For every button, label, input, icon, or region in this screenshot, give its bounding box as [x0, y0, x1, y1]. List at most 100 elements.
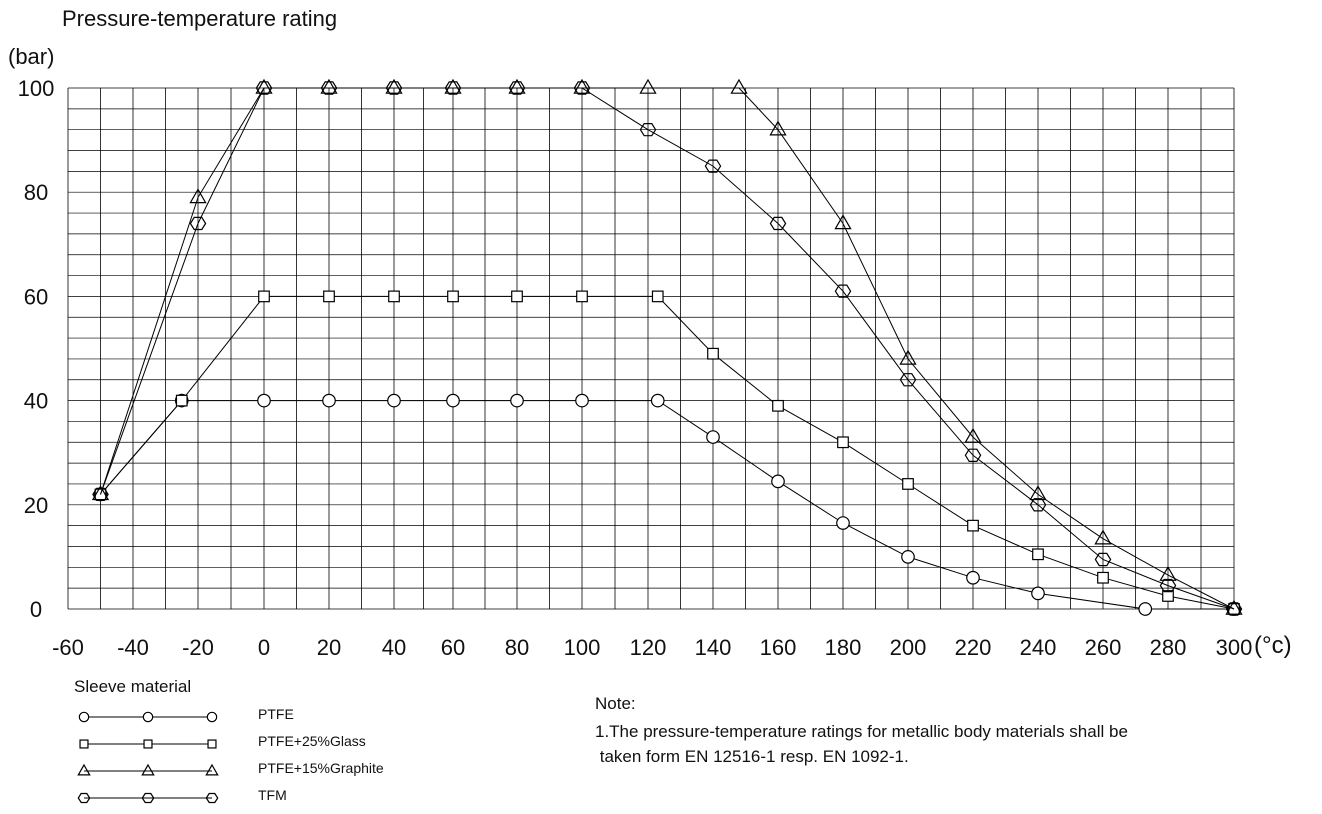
- y-tick-label: 80: [24, 180, 48, 205]
- data-point-3: [573, 81, 591, 95]
- data-point-3: [769, 216, 787, 231]
- data-point-3: [1159, 578, 1177, 593]
- data-point-2: [1094, 529, 1112, 545]
- data-point-3: [1094, 552, 1112, 567]
- x-tick-label: 20: [317, 635, 341, 660]
- chart-title: Pressure-temperature rating: [62, 6, 338, 31]
- data-point-0: [510, 393, 524, 408]
- y-axis-unit: (bar): [8, 44, 55, 69]
- data-point-0: [575, 393, 589, 408]
- data-point-0: [771, 474, 785, 489]
- data-point-1: [1162, 590, 1174, 602]
- data-point-1: [651, 290, 664, 303]
- data-point-0: [1031, 586, 1045, 601]
- data-point-0: [446, 393, 460, 408]
- data-point-1: [388, 290, 400, 303]
- x-tick-label: 280: [1150, 635, 1187, 660]
- data-point-2: [730, 78, 748, 94]
- data-point-3: [255, 81, 273, 95]
- data-point-0: [387, 393, 401, 408]
- x-tick-label: 120: [630, 635, 667, 660]
- y-tick-label: 100: [18, 76, 55, 101]
- legend-marker-2: [77, 763, 91, 776]
- data-point-0: [706, 430, 720, 444]
- data-point-3: [834, 284, 852, 298]
- data-point-1: [707, 347, 719, 360]
- legend-marker-2: [205, 763, 219, 776]
- y-tick-label: 20: [24, 493, 48, 518]
- note-line-1: 1.The pressure-temperature ratings for m…: [595, 722, 1128, 741]
- data-point-1: [175, 394, 188, 407]
- data-point-1: [576, 290, 588, 303]
- data-point-1: [447, 290, 459, 303]
- legend-title: Sleeve material: [74, 677, 192, 696]
- data-point-2: [573, 78, 591, 94]
- legend-label-ptfe-graphite: PTFE+15%Graphite: [258, 760, 384, 776]
- data-point-0: [257, 393, 271, 408]
- data-point-0: [322, 393, 336, 408]
- data-point-1: [511, 290, 523, 303]
- legend-label-ptfe: PTFE: [258, 706, 294, 722]
- data-point-3: [320, 81, 338, 95]
- data-point-1: [967, 519, 979, 532]
- data-point-2: [1159, 565, 1177, 581]
- data-point-0: [650, 393, 665, 408]
- legend-label-ptfe-glass: PTFE+25%Glass: [258, 733, 366, 749]
- data-point-1: [258, 290, 270, 303]
- data-point-3: [964, 448, 982, 462]
- series-line-3: [100, 87, 1235, 610]
- data-point-3: [189, 216, 207, 231]
- x-tick-label: 180: [825, 635, 862, 660]
- x-tick-label: -60: [52, 635, 84, 660]
- data-point-2: [639, 78, 657, 94]
- x-tick-label: 200: [890, 635, 927, 660]
- legend-marker-3: [141, 792, 155, 804]
- data-point-0: [836, 516, 850, 530]
- data-point-0: [966, 570, 980, 585]
- data-point-2: [769, 120, 787, 136]
- data-point-2: [320, 78, 338, 94]
- legend-marker-0: [142, 711, 154, 723]
- series-line-1: [100, 295, 1235, 610]
- y-tick-label: 40: [24, 389, 48, 414]
- legend-marker-3: [205, 792, 219, 804]
- x-tick-label: 60: [441, 635, 465, 660]
- note-title: Note:: [595, 694, 636, 713]
- x-tick-label: 0: [258, 635, 270, 660]
- x-tick-label: -40: [117, 635, 149, 660]
- x-tick-label: 240: [1020, 635, 1057, 660]
- data-point-1: [323, 290, 335, 303]
- data-point-1: [902, 478, 914, 490]
- x-tick-label: 40: [382, 635, 406, 660]
- data-point-2: [385, 78, 403, 94]
- data-point-3: [704, 159, 722, 173]
- x-tick-label: 100: [564, 635, 601, 660]
- data-point-1: [1097, 571, 1109, 584]
- data-point-3: [444, 81, 462, 95]
- y-tick-label: 0: [30, 597, 42, 622]
- data-point-2: [444, 78, 462, 94]
- legend-marker-2: [141, 763, 155, 776]
- legend-marker-0: [206, 711, 218, 723]
- data-point-3: [92, 487, 109, 501]
- data-point-2: [255, 78, 273, 94]
- legend-label-tfm: TFM: [258, 787, 287, 803]
- data-point-3: [508, 81, 526, 95]
- data-point-2: [189, 188, 207, 204]
- x-tick-label: 260: [1085, 635, 1122, 660]
- legend-marker-3: [77, 792, 91, 804]
- legend-marker-1: [79, 739, 89, 749]
- legend-marker-0: [78, 711, 90, 723]
- x-tick-label: 80: [505, 635, 529, 660]
- data-point-1: [772, 399, 784, 412]
- data-point-3: [385, 81, 403, 95]
- y-tick-label: 60: [24, 284, 48, 309]
- x-tick-label: -20: [182, 635, 214, 660]
- x-tick-label: 160: [760, 635, 797, 660]
- series-line-2: [100, 87, 1235, 610]
- data-point-1: [837, 436, 849, 449]
- data-point-1: [1032, 548, 1044, 561]
- data-point-3: [639, 122, 657, 137]
- data-point-2: [834, 214, 852, 230]
